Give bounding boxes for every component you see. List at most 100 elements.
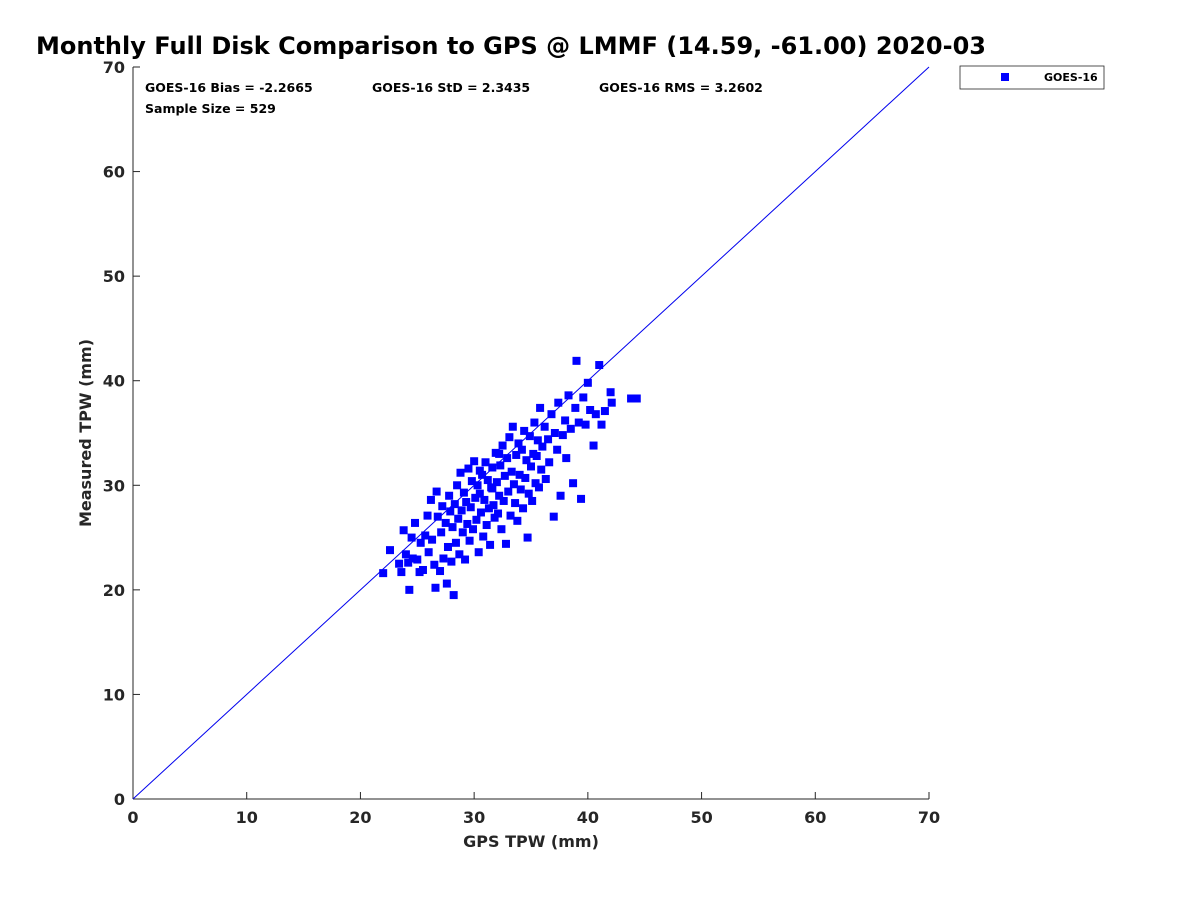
data-point <box>471 493 480 502</box>
x-tick-label: 30 <box>463 808 485 827</box>
data-point <box>498 441 507 450</box>
data-point <box>474 548 483 557</box>
data-point <box>467 477 476 486</box>
data-point <box>521 473 530 482</box>
data-point <box>442 579 451 588</box>
data-points <box>379 356 641 600</box>
data-point <box>533 436 542 445</box>
data-point <box>562 454 571 463</box>
data-point <box>501 539 510 548</box>
data-point <box>516 485 525 494</box>
data-point <box>537 465 546 474</box>
data-point <box>465 536 474 545</box>
data-point <box>436 567 445 576</box>
data-point <box>476 508 485 517</box>
data-point <box>473 481 482 490</box>
data-point <box>490 513 499 522</box>
data-point <box>532 452 541 461</box>
data-point <box>454 514 463 523</box>
chart-title: Monthly Full Disk Comparison to GPS @ LM… <box>36 32 986 60</box>
data-point <box>438 502 447 511</box>
data-point <box>488 463 497 472</box>
data-point <box>531 479 540 488</box>
data-point <box>428 535 437 544</box>
data-point <box>418 565 427 574</box>
data-point <box>450 500 459 509</box>
data-point <box>519 504 528 513</box>
data-point <box>595 361 604 370</box>
data-point <box>566 424 575 433</box>
data-point <box>564 391 573 400</box>
data-point <box>589 441 598 450</box>
data-point <box>461 555 470 564</box>
y-tick-label: 10 <box>103 685 125 704</box>
data-point <box>494 509 503 518</box>
data-point <box>506 511 515 520</box>
data-point <box>514 439 523 448</box>
data-point <box>536 403 545 412</box>
data-point <box>507 467 516 476</box>
data-point <box>482 521 491 530</box>
data-point <box>455 550 464 559</box>
legend-marker-goes16 <box>1001 73 1009 81</box>
y-tick-label: 60 <box>103 163 125 182</box>
data-point <box>411 518 420 527</box>
data-point <box>525 432 534 441</box>
legend-box <box>959 65 1105 90</box>
data-point <box>579 393 588 402</box>
data-point <box>503 454 512 463</box>
data-point <box>478 470 487 479</box>
data-point <box>408 554 417 563</box>
x-tick-label: 0 <box>127 808 138 827</box>
data-point <box>397 568 406 577</box>
data-point <box>399 526 408 535</box>
data-point <box>492 478 501 487</box>
data-point <box>416 538 425 547</box>
data-point <box>524 489 533 498</box>
y-tick-label: 0 <box>114 790 125 809</box>
data-point <box>530 418 539 427</box>
data-point <box>538 442 547 451</box>
y-tick-label: 40 <box>103 372 125 391</box>
data-point <box>549 512 558 521</box>
data-point <box>632 394 641 403</box>
data-point <box>426 495 435 504</box>
data-point <box>607 398 616 407</box>
y-tick-label: 20 <box>103 581 125 600</box>
data-point <box>597 420 606 429</box>
data-point <box>464 464 473 473</box>
axes: 0 10 20 30 40 50 60 70 0 10 20 30 40 50 60 70 <box>103 58 940 827</box>
data-point <box>484 504 493 513</box>
data-point <box>463 519 472 528</box>
data-point <box>483 476 492 485</box>
data-point <box>488 484 497 493</box>
data-point <box>449 591 458 600</box>
x-tick-label: 20 <box>349 808 371 827</box>
data-point <box>421 531 430 540</box>
data-point <box>545 458 554 467</box>
data-point <box>446 507 455 516</box>
data-point <box>423 511 432 520</box>
data-point <box>586 405 595 414</box>
data-point <box>522 456 531 465</box>
data-point <box>479 532 488 541</box>
data-point <box>569 479 578 488</box>
y-axis-label: Measured TPW (mm) <box>76 339 95 527</box>
data-point <box>453 481 462 490</box>
data-point <box>505 433 514 442</box>
data-point <box>451 538 460 547</box>
data-point <box>528 496 537 505</box>
statistics-annotations: GOES-16 Bias = -2.2665 GOES-16 StD = 2.3… <box>145 80 763 116</box>
data-point <box>413 555 422 564</box>
y-tick-label: 70 <box>103 58 125 77</box>
data-point <box>512 450 521 459</box>
data-point <box>500 471 509 480</box>
data-point <box>495 449 504 458</box>
sample-size-annotation: Sample Size = 529 <box>145 101 276 116</box>
data-point <box>513 516 522 525</box>
rms-annotation: GOES-16 RMS = 3.2602 <box>599 80 763 95</box>
data-point <box>499 496 508 505</box>
data-point <box>459 488 468 497</box>
data-point <box>517 445 526 454</box>
